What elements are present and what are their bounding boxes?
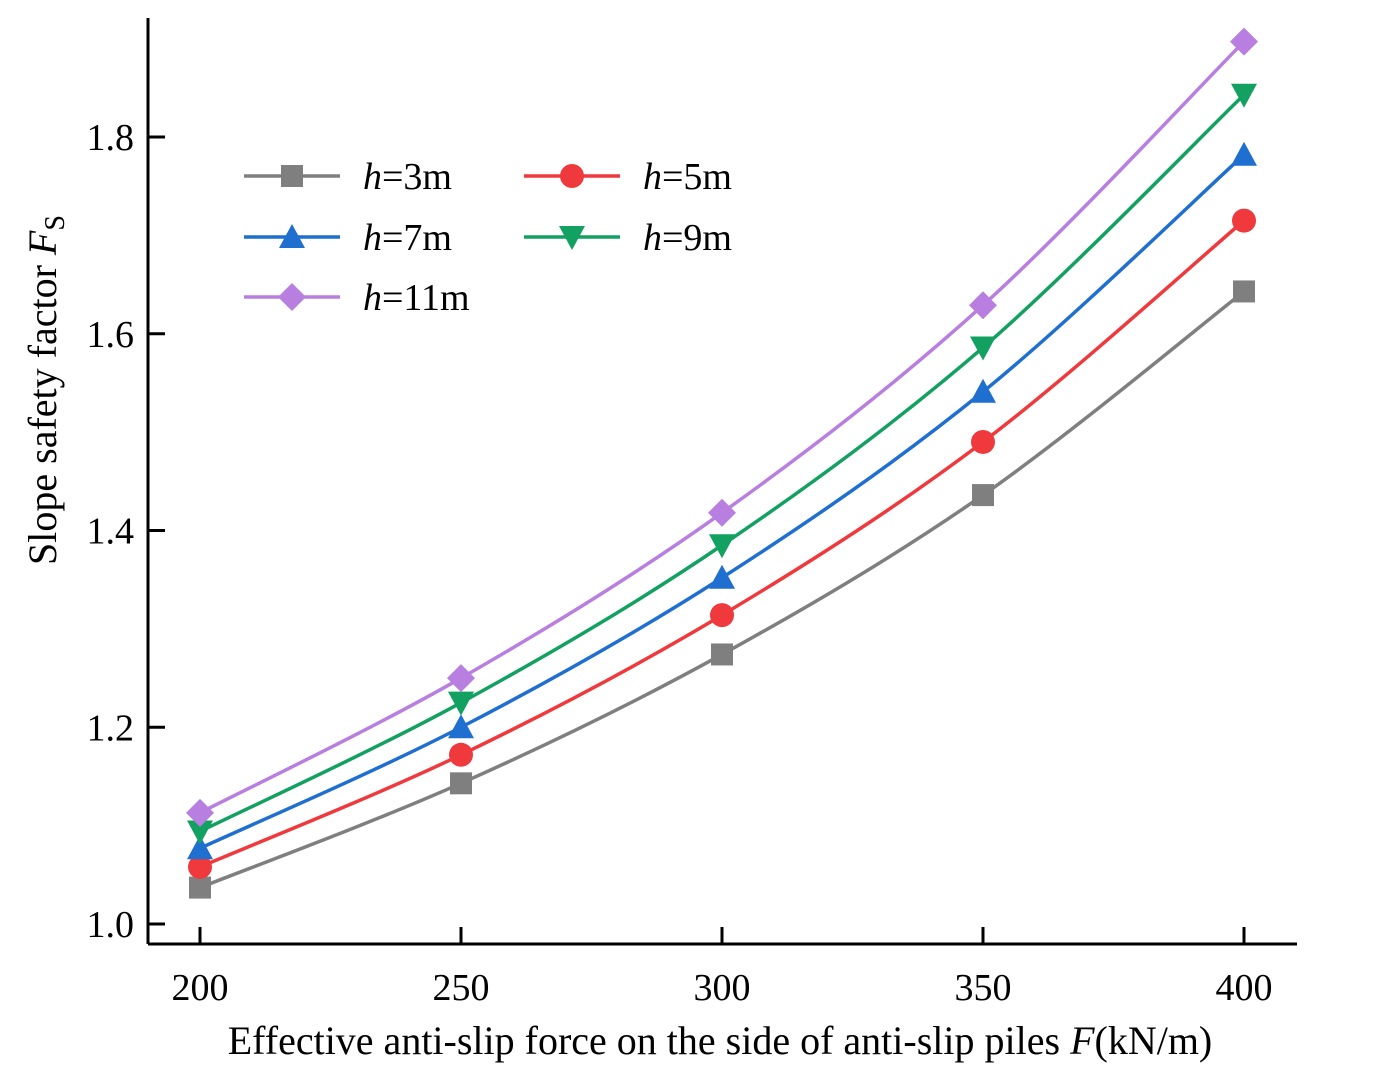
series-h-5m [188,208,1256,879]
x-tick-label: 200 [172,967,229,1009]
legend-label-value: =3m [382,156,452,198]
legend-marker [278,283,306,311]
data-point [450,772,472,795]
data-point [969,291,997,320]
data-point [449,742,473,767]
legend-label: h=7m [363,217,452,259]
data-point [1232,208,1256,233]
data-point [448,691,474,716]
legend-marker [559,226,585,250]
data-point [708,498,736,527]
series-group [186,27,1258,899]
legend-marker [281,165,303,187]
legend-label: h=3m [363,156,452,198]
ticks: 200 250 300 350 400 1.0 1.2 1.4 1.6 1.8 [87,117,1273,1009]
x-tick-label: 400 [1216,967,1273,1009]
y-axis-title-prefix: Slope safety factor [20,255,65,565]
y-tick-label: 1.6 [87,314,135,356]
series-line [199,290,1246,890]
data-point [187,820,213,845]
data-point [971,429,995,454]
data-point [186,798,214,827]
legend-label-var: h [643,156,662,198]
y-tick-label: 1.2 [87,707,135,749]
legend-label: h=5m [643,156,732,198]
y-axis-title-subscript: S [40,215,71,231]
series-h-11m [186,27,1258,827]
legend: h=3m h=5mh=7m h=9mh=11m [244,156,732,319]
legend-label-value: =7m [382,217,452,259]
x-axis-title: Effective anti-slip force on the side of… [228,1018,1213,1063]
data-point [1231,141,1257,166]
legend-item: h=7m [244,217,452,259]
series-h-9m [187,83,1257,845]
x-tick-label: 250 [433,967,490,1009]
legend-item: h=9m [524,217,732,259]
data-point [970,378,996,403]
data-point [709,534,735,559]
data-point [187,835,213,860]
y-tick-label: 1.4 [87,511,135,553]
data-point [972,484,994,507]
legend-label-var: h [363,277,382,319]
x-axis-title-unit: (kN/m) [1095,1018,1213,1063]
legend-label-var: h [363,217,382,259]
x-tick-label: 350 [955,967,1012,1009]
legend-item: h=11m [244,277,470,319]
y-tick-label: 1.0 [87,904,135,946]
data-point [710,603,734,628]
legend-label-var: h [363,156,382,198]
data-point [188,854,212,879]
y-axis-title: Slope safety factor FS [20,215,71,565]
series-h-3m [189,280,1255,899]
legend-label: h=9m [643,217,732,259]
y-axis-title-symbol: F [20,230,65,256]
x-axis-title-prefix: Effective anti-slip force on the side of… [228,1018,1070,1063]
data-point [1233,280,1255,303]
data-point [711,643,733,666]
data-point [970,336,996,361]
series-h-7m [187,141,1257,860]
data-point [448,714,474,739]
legend-label-var: h [643,217,662,259]
x-axis-title-symbol: F [1069,1018,1095,1063]
x-tick-label: 300 [694,967,751,1009]
legend-item: h=5m [524,156,732,198]
legend-item: h=3m [244,156,452,198]
legend-label-value: =5m [662,156,732,198]
legend-label-value: =11m [382,277,470,319]
data-point [1231,83,1257,108]
legend-marker [560,164,584,188]
legend-label-value: =9m [662,217,732,259]
legend-marker [279,224,305,248]
data-point [1230,27,1258,56]
y-tick-label: 1.8 [87,117,135,159]
legend-label: h=11m [363,277,470,319]
data-point [189,876,211,899]
data-point [709,564,735,589]
data-point [447,664,475,693]
